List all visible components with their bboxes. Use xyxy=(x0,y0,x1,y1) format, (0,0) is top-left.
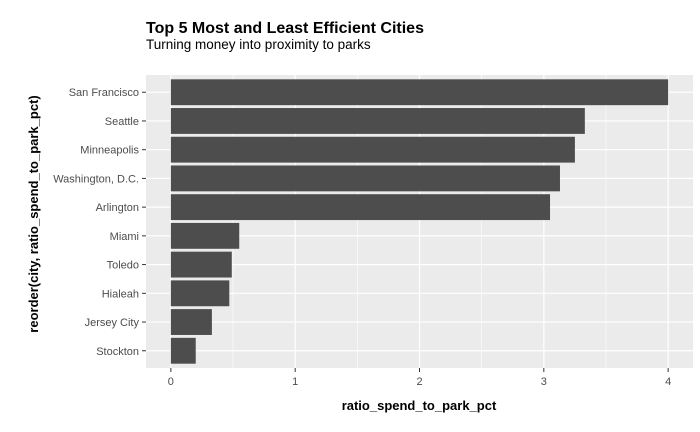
bar xyxy=(170,222,240,249)
x-axis-title: ratio_spend_to_park_pct xyxy=(342,398,497,413)
y-tick-label: Stockton xyxy=(96,346,139,358)
y-tick-label: Minneapolis xyxy=(80,145,139,157)
bar xyxy=(170,136,575,163)
bar xyxy=(170,337,196,364)
y-tick-label: Seattle xyxy=(105,116,139,128)
y-tick-label: Toledo xyxy=(107,260,139,272)
chart-subtitle: Turning money into proximity to parks xyxy=(146,37,371,52)
y-tick-label: Hialeah xyxy=(102,288,139,300)
y-tick-label: San Francisco xyxy=(69,87,139,99)
bar xyxy=(170,108,585,134)
chart-title: Top 5 Most and Least Efficient Cities xyxy=(146,20,424,37)
x-tick-label: 1 xyxy=(292,376,298,388)
y-tick-label: Arlington xyxy=(96,202,139,214)
bar xyxy=(170,194,551,221)
y-tick-label: Washington, D.C. xyxy=(53,173,139,185)
x-tick-label: 0 xyxy=(168,376,174,388)
bar xyxy=(170,251,232,278)
bar xyxy=(170,309,212,335)
y-tick-label: Miami xyxy=(110,231,139,243)
x-axis-ticks: 0 1 2 3 4 xyxy=(168,368,671,388)
bars xyxy=(170,79,669,364)
x-tick-label: 3 xyxy=(541,376,547,388)
bar xyxy=(170,165,560,192)
bar xyxy=(170,280,230,307)
x-tick-label: 4 xyxy=(665,376,671,388)
y-axis-ticks: San Francisco Seattle Minneapolis Washingto… xyxy=(53,87,146,358)
bar xyxy=(170,79,669,106)
y-axis-title: reorder(city, ratio_spend_to_park_pct) xyxy=(26,95,41,332)
y-tick-label: Jersey City xyxy=(85,317,140,329)
x-tick-label: 2 xyxy=(416,376,422,388)
